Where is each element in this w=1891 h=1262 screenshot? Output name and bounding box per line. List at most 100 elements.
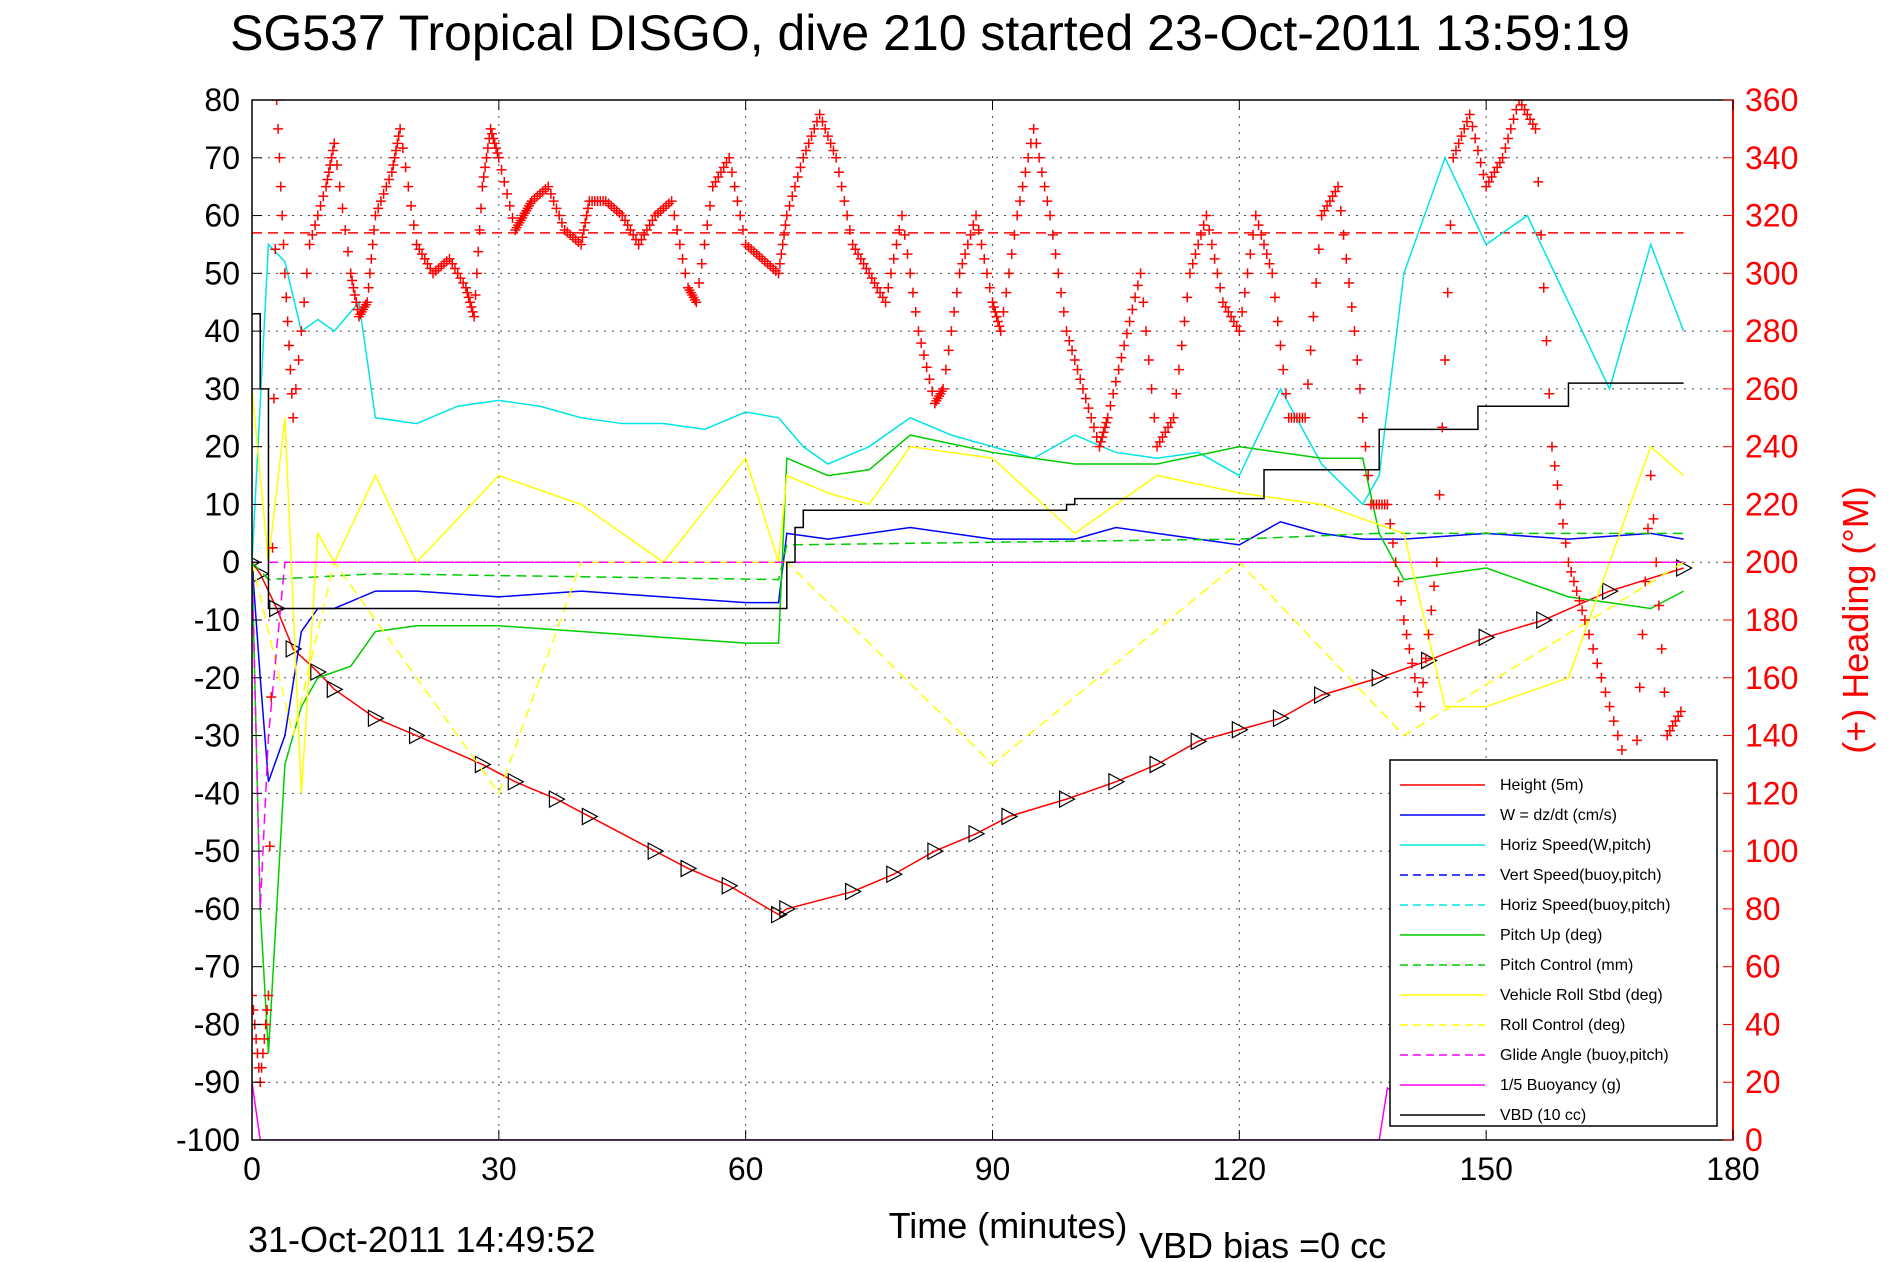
y-tick-label: 10 <box>204 486 240 522</box>
heading-point <box>1220 302 1231 313</box>
heading-point <box>1168 412 1179 423</box>
heading-point <box>301 268 312 279</box>
heading-point <box>694 277 705 288</box>
heading-point <box>1546 441 1557 452</box>
heading-point <box>430 265 441 276</box>
series-line <box>252 313 1684 610</box>
heading-point <box>976 239 987 250</box>
heading-point <box>337 203 348 214</box>
heading-point <box>1088 422 1099 433</box>
heading-point <box>971 210 982 221</box>
heading-point <box>743 241 754 252</box>
heading-point <box>282 316 293 327</box>
height-marker <box>1190 732 1208 751</box>
series-line <box>252 561 1684 916</box>
series-line <box>252 520 1684 783</box>
heading-point <box>1341 253 1352 264</box>
heading-point <box>924 374 935 385</box>
heading-point <box>1119 340 1130 351</box>
heading-point <box>1014 196 1025 207</box>
heading-point <box>293 355 304 365</box>
heading-point <box>1239 287 1250 298</box>
heading-point <box>392 138 403 149</box>
heading-point <box>1110 376 1121 387</box>
heading-point <box>1355 383 1366 394</box>
heading-point <box>757 253 768 264</box>
heading-point <box>1305 345 1316 356</box>
heading-point <box>754 251 765 262</box>
heading-point <box>469 311 480 322</box>
heading-point <box>403 181 414 192</box>
heading-point <box>831 152 842 163</box>
heading-point <box>1659 687 1670 698</box>
heading-point <box>1067 345 1078 356</box>
heading-point <box>1250 210 1261 221</box>
heading-point <box>1396 595 1407 606</box>
heading-point <box>1344 277 1355 288</box>
heading-point <box>1269 292 1280 303</box>
heading-point <box>1541 335 1552 346</box>
heading-point <box>1259 239 1270 250</box>
heading-point <box>1645 470 1656 481</box>
x-tick-label: 180 <box>1706 1151 1759 1187</box>
heading-point <box>1577 605 1588 616</box>
heading-point <box>729 181 740 192</box>
heading-point <box>351 297 362 308</box>
y2-tick-label: 60 <box>1745 949 1781 985</box>
heading-point <box>1434 489 1445 500</box>
heading-point <box>582 203 593 214</box>
heading-point <box>1492 162 1503 173</box>
heading-point <box>408 220 419 231</box>
x-axis-ticks: 0 30 60 90 120 150 180 <box>243 100 1760 1187</box>
y-tick-label: 40 <box>204 313 240 349</box>
heading-point <box>691 297 702 308</box>
heading-point <box>367 239 378 250</box>
heading-point <box>458 277 469 288</box>
heading-point <box>284 340 295 351</box>
height-marker <box>770 905 788 924</box>
x-tick-label: 90 <box>975 1151 1011 1187</box>
heading-point <box>1437 422 1448 433</box>
heading-point <box>259 1033 270 1044</box>
heading-point <box>639 229 650 240</box>
heading-point <box>600 196 611 207</box>
heading-point <box>875 287 886 298</box>
legend-entry: Vert Speed(buoy,pitch) <box>1500 867 1662 884</box>
heading-point <box>1600 687 1611 698</box>
heading-point <box>1226 311 1237 322</box>
heading-point <box>1418 677 1429 688</box>
heading-point <box>1182 292 1193 303</box>
heading-point <box>252 1005 259 1015</box>
height-marker <box>968 824 986 843</box>
heading-point <box>486 128 497 139</box>
heading-point <box>260 1019 271 1030</box>
heading-point <box>880 297 891 308</box>
heading-point <box>480 162 491 173</box>
heading-point <box>1313 244 1324 255</box>
height-marker <box>927 842 945 861</box>
heading-point <box>1275 340 1286 351</box>
heading-point <box>1228 316 1239 327</box>
y2-tick-label: 360 <box>1745 82 1798 118</box>
heading-point <box>1209 253 1220 264</box>
series-line <box>252 155 1685 563</box>
heading-point <box>441 256 452 267</box>
heading-point <box>1135 268 1146 279</box>
height-marker <box>1058 790 1076 809</box>
heading-point <box>1023 152 1034 163</box>
heading-point <box>1080 393 1091 404</box>
heading-point <box>866 273 877 284</box>
heading-point <box>1346 302 1357 313</box>
heading-point <box>1152 441 1163 452</box>
heading-point <box>1673 711 1684 722</box>
heading-point <box>1557 518 1568 529</box>
heading-point <box>1163 422 1174 433</box>
heading-point <box>1579 615 1590 625</box>
heading-point <box>502 188 513 199</box>
heading-point <box>655 205 666 216</box>
heading-point <box>718 162 729 173</box>
y-tick-label: -50 <box>194 833 240 869</box>
heading-point <box>759 256 770 267</box>
y2-tick-label: 200 <box>1745 544 1798 580</box>
heading-point <box>1198 220 1209 231</box>
